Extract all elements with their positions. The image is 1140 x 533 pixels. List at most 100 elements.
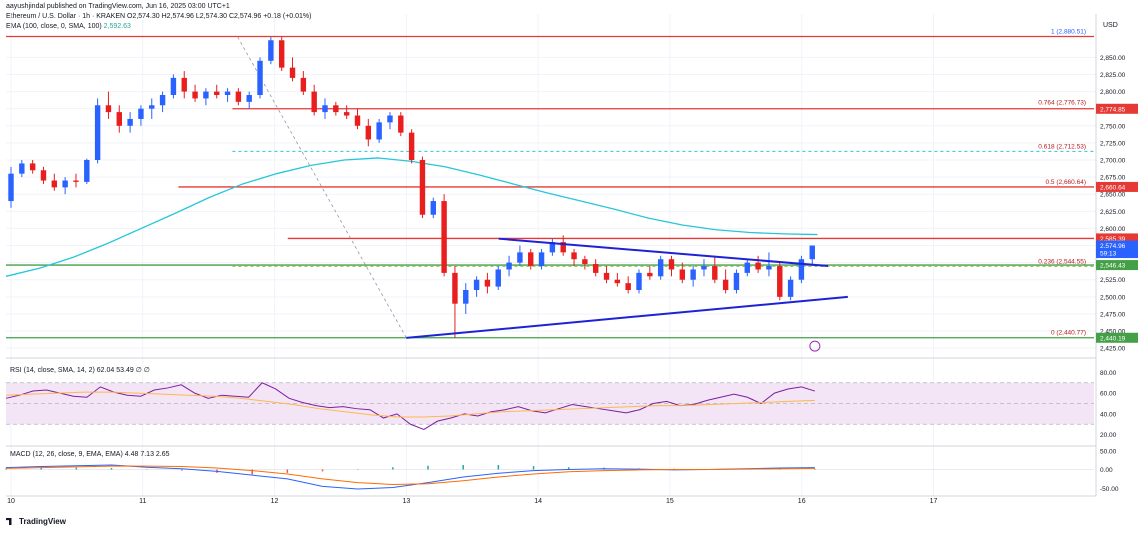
- candle-body: [722, 279, 729, 290]
- price-tick-label: 2,825.00: [1100, 72, 1126, 79]
- price-tag-label: 2,574.96: [1100, 243, 1126, 250]
- fib-label: 0.5 (2,660.64): [1046, 179, 1086, 186]
- candle-body: [517, 252, 523, 263]
- candle-body: [419, 160, 426, 215]
- ema-legend-value: 2,592.63: [103, 23, 131, 30]
- candle-body: [376, 122, 382, 140]
- price-tag: [1096, 240, 1138, 251]
- macd-label: MACD (12, 26, close, 9, EMA, EMA): [10, 451, 123, 458]
- time-tick-label: 12: [271, 498, 279, 505]
- rsi-tick-label: 60.00: [1100, 391, 1117, 398]
- candle-body: [322, 105, 328, 113]
- candle-body: [809, 245, 815, 260]
- trendline: [498, 237, 829, 268]
- price-tag: [1096, 103, 1138, 114]
- candle-body: [170, 77, 177, 95]
- price-tag-label: 2,440.19: [1100, 335, 1126, 342]
- candle-body: [94, 105, 101, 160]
- fib-label: 0.764 (2,776.73): [1038, 100, 1086, 107]
- candle-body: [257, 60, 263, 95]
- event-marker-icon: [809, 340, 821, 352]
- candle-body: [159, 95, 166, 106]
- candle-body: [408, 132, 415, 160]
- rsi-legend: RSI (14, close, SMA, 14, 2) 62.04 53.49 …: [10, 366, 150, 374]
- ema-legend-label: EMA (100, close, 0, SMA, 100): [6, 23, 102, 30]
- candle-body: [192, 91, 198, 99]
- price-tick-label: 2,650.00: [1100, 192, 1126, 199]
- publisher-line: aayushjindal published on TradingView.co…: [6, 3, 230, 10]
- fib-label: 0.618 (2,712.53): [1038, 143, 1086, 150]
- axes: 2,425.00 2,450.00 2,475.00 2,500.00 2,525.00…: [6, 14, 1138, 505]
- candle-body: [203, 91, 209, 99]
- price-tag-label: 59:13: [1100, 251, 1117, 258]
- price-tag-label: 2,660.64: [1100, 184, 1126, 191]
- macd-tick-label: 0.00: [1100, 467, 1113, 474]
- candle-body: [214, 91, 220, 95]
- candle-body: [571, 252, 577, 260]
- candle-body: [647, 272, 653, 277]
- price-tick-label: 2,450.00: [1100, 329, 1126, 336]
- symbol-line: Ethereum / U.S. Dollar · 1h · KRAKEN O2,…: [6, 13, 312, 20]
- candle-body: [387, 115, 393, 123]
- tradingview-logo-icon: [6, 518, 12, 525]
- candle-body: [8, 173, 14, 202]
- candle-body: [333, 105, 339, 113]
- rsi-values: 62.04 53.49 ∅ ∅: [96, 367, 150, 374]
- candle-body: [777, 266, 783, 297]
- candle-body: [787, 279, 794, 297]
- macd-lines: [5, 464, 1094, 490]
- rsi-tick-label: 20.00: [1100, 432, 1117, 439]
- candle-body: [625, 283, 631, 290]
- candle-body: [506, 262, 512, 270]
- fib-label: 0 (2,440.77): [1051, 329, 1086, 336]
- candle-body: [495, 269, 501, 287]
- candle-body: [549, 242, 556, 253]
- candle-body: [744, 262, 750, 273]
- candle-body: [463, 290, 469, 304]
- price-tick-label: 2,675.00: [1100, 175, 1126, 182]
- price-tick-label: 2,500.00: [1100, 294, 1126, 301]
- price-tag: [1096, 233, 1138, 244]
- rsi-band: [6, 382, 1094, 425]
- candle-body: [311, 91, 317, 113]
- price-tick-label: 2,800.00: [1100, 89, 1126, 96]
- price-tag-label: 2,546.43: [1100, 263, 1126, 270]
- horizontal-levels: 1 (2,880.51) 0.764 (2,776.73) 0.618 (2,712…: [6, 28, 1094, 339]
- candle-body: [138, 108, 144, 119]
- macd-tick-label: 50.00: [1100, 448, 1117, 455]
- candle-body: [798, 259, 805, 280]
- candle-body: [62, 180, 68, 188]
- candle-body: [701, 266, 707, 270]
- candle-body: [398, 115, 404, 133]
- time-tick-label: 10: [7, 498, 15, 505]
- time-tick-label: 15: [666, 498, 674, 505]
- candle-body: [365, 125, 372, 140]
- candle-body: [430, 201, 436, 215]
- candle-body: [668, 259, 675, 270]
- fib-label: 0.236 (2,544.55): [1038, 258, 1086, 265]
- price-tick-label: 2,525.00: [1100, 277, 1126, 284]
- candle-body: [300, 77, 307, 92]
- candle-body: [19, 163, 25, 174]
- candle-body: [538, 252, 545, 267]
- trendline: [406, 295, 848, 339]
- currency-label: USD: [1103, 22, 1118, 29]
- time-tick-label: 16: [798, 498, 806, 505]
- price-tick-label: 2,625.00: [1100, 209, 1126, 216]
- tradingview-logo-text: TradingView: [19, 517, 66, 526]
- macd-legend: MACD (12, 26, close, 9, EMA, EMA) 4.48 7…: [10, 451, 170, 458]
- candle-body: [354, 115, 361, 126]
- tradingview-logo: TradingView: [6, 517, 66, 526]
- ema-100-line: [5, 157, 818, 277]
- price-tag: [1096, 181, 1138, 192]
- time-tick-label: 17: [930, 498, 938, 505]
- candle-body: [679, 269, 686, 280]
- rsi-tick-label: 80.00: [1100, 370, 1117, 377]
- fib-label: 1 (2,880.51): [1051, 28, 1086, 35]
- candle-body: [127, 118, 133, 126]
- rsi-label: RSI (14, close, SMA, 14, 2): [10, 367, 95, 374]
- candle-body: [278, 40, 285, 68]
- candle-body: [116, 112, 122, 126]
- candle-body: [149, 105, 155, 109]
